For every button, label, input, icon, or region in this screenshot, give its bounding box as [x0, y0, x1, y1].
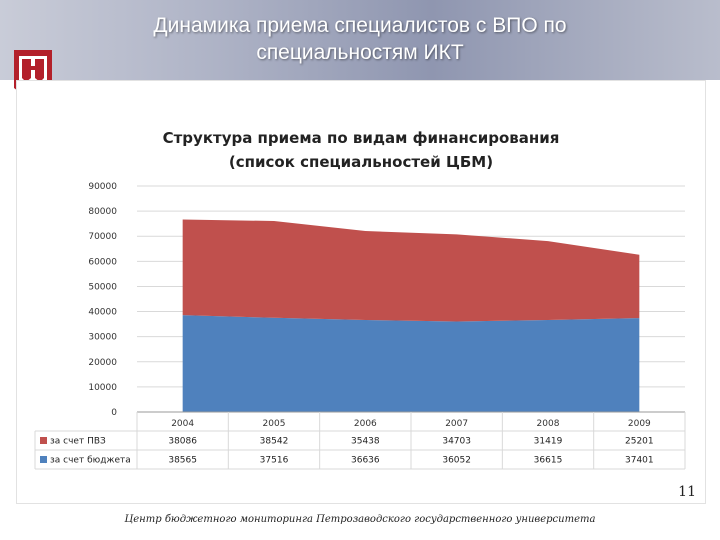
legend-swatch	[40, 456, 47, 463]
data-label: 38086	[168, 437, 197, 447]
y-tick-label: 70000	[88, 232, 117, 242]
data-label: 34703	[442, 437, 471, 447]
slide-header: Динамика приема специалистов с ВПО по сп…	[0, 0, 720, 80]
legend-swatch	[40, 437, 47, 444]
data-label: 36615	[534, 456, 563, 466]
y-tick-label: 80000	[88, 207, 117, 217]
category-label: 2009	[628, 419, 651, 429]
y-tick-label: 30000	[88, 333, 117, 343]
chart-panel: Структура приема по видам финансирования…	[16, 80, 706, 504]
category-label: 2005	[263, 419, 286, 429]
y-tick-label: 0	[111, 408, 117, 418]
category-label: 2007	[445, 419, 468, 429]
page-number: 11	[678, 484, 696, 500]
category-label: 2004	[171, 419, 194, 429]
slide-title-line2: специальностям ИКТ	[256, 41, 464, 64]
series-area-paid	[182, 219, 640, 322]
y-tick-label: 60000	[88, 257, 117, 267]
chart-title-line1: Структура приема по видам финансирования	[163, 129, 560, 147]
legend-entry: за счет бюджета	[50, 456, 131, 466]
slide-title-line1: Динамика приема специалистов с ВПО по	[153, 14, 567, 37]
slide-title: Динамика приема специалистов с ВПО по сп…	[80, 12, 640, 66]
category-label: 2008	[537, 419, 560, 429]
series-area-budget	[182, 315, 640, 412]
y-tick-label: 40000	[88, 308, 117, 318]
data-label: 38565	[168, 456, 197, 466]
data-label: 36052	[442, 456, 471, 466]
chart-title-line2: (список специальностей ЦБМ)	[229, 153, 493, 171]
y-tick-label: 10000	[88, 383, 117, 393]
data-label: 36636	[351, 456, 380, 466]
data-label: 25201	[625, 437, 654, 447]
footer-organization: Центр бюджетного мониторинга Петрозаводс…	[124, 514, 596, 525]
data-label: 35438	[351, 437, 380, 447]
y-tick-label: 90000	[88, 182, 117, 192]
y-tick-label: 50000	[88, 282, 117, 292]
data-label: 37516	[260, 456, 289, 466]
data-label: 38542	[260, 437, 289, 447]
area-chart: Структура приема по видам финансирования…	[34, 129, 686, 470]
y-tick-label: 20000	[88, 358, 117, 368]
data-label: 37401	[625, 456, 654, 466]
category-label: 2006	[354, 419, 377, 429]
data-label: 31419	[534, 437, 563, 447]
legend-entry: за счет ПВЗ	[50, 437, 106, 447]
